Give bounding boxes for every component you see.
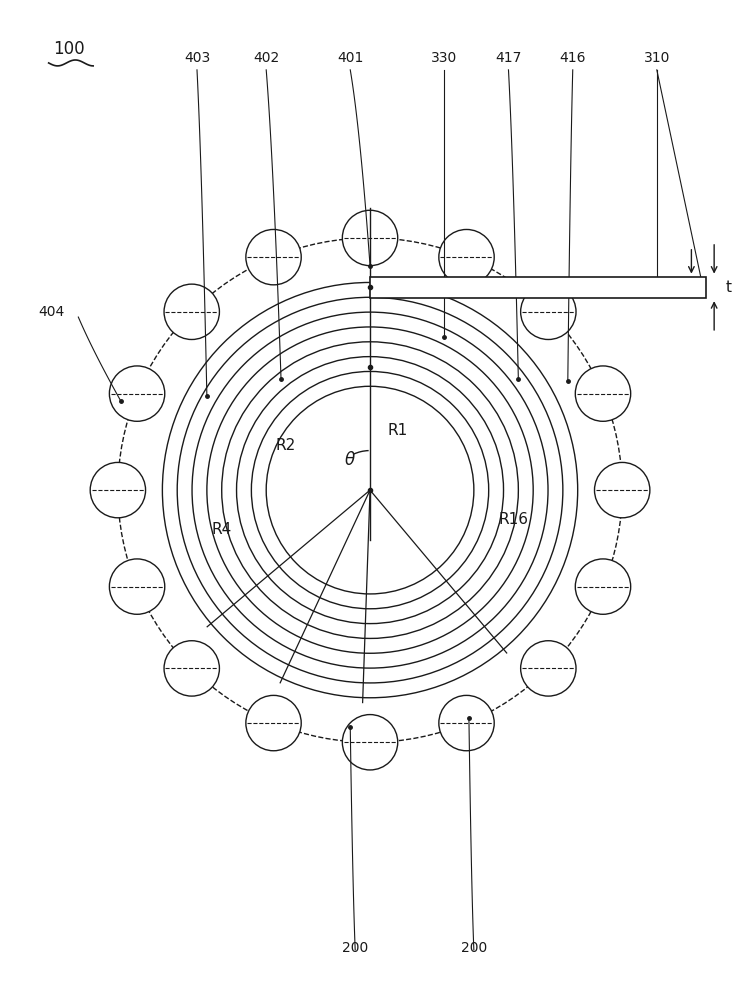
Text: 100: 100 [54,40,85,58]
Text: 404: 404 [39,305,65,319]
Circle shape [439,695,494,751]
Text: 401: 401 [337,51,363,65]
Text: R2: R2 [275,438,296,453]
Text: 403: 403 [184,51,210,65]
Circle shape [110,559,165,614]
Circle shape [439,229,494,285]
Circle shape [595,462,650,518]
Circle shape [90,462,145,518]
Text: 402: 402 [253,51,279,65]
Circle shape [521,284,576,340]
Circle shape [521,641,576,696]
Circle shape [246,229,301,285]
Text: 330: 330 [431,51,457,65]
Text: 417: 417 [495,51,521,65]
Text: $\theta$: $\theta$ [345,451,356,469]
Circle shape [246,695,301,751]
Text: R16: R16 [498,512,529,527]
Text: 200: 200 [342,941,369,955]
Circle shape [575,366,630,421]
Circle shape [575,559,630,614]
Bar [370,277,706,298]
Text: 310: 310 [644,51,670,65]
Circle shape [110,366,165,421]
Text: R1: R1 [388,423,408,438]
Text: R4: R4 [211,522,231,537]
Text: t: t [726,280,732,295]
Circle shape [342,210,398,266]
Circle shape [164,284,219,340]
Text: 200: 200 [461,941,487,955]
Circle shape [342,715,398,770]
Text: 416: 416 [560,51,586,65]
Circle shape [164,641,219,696]
